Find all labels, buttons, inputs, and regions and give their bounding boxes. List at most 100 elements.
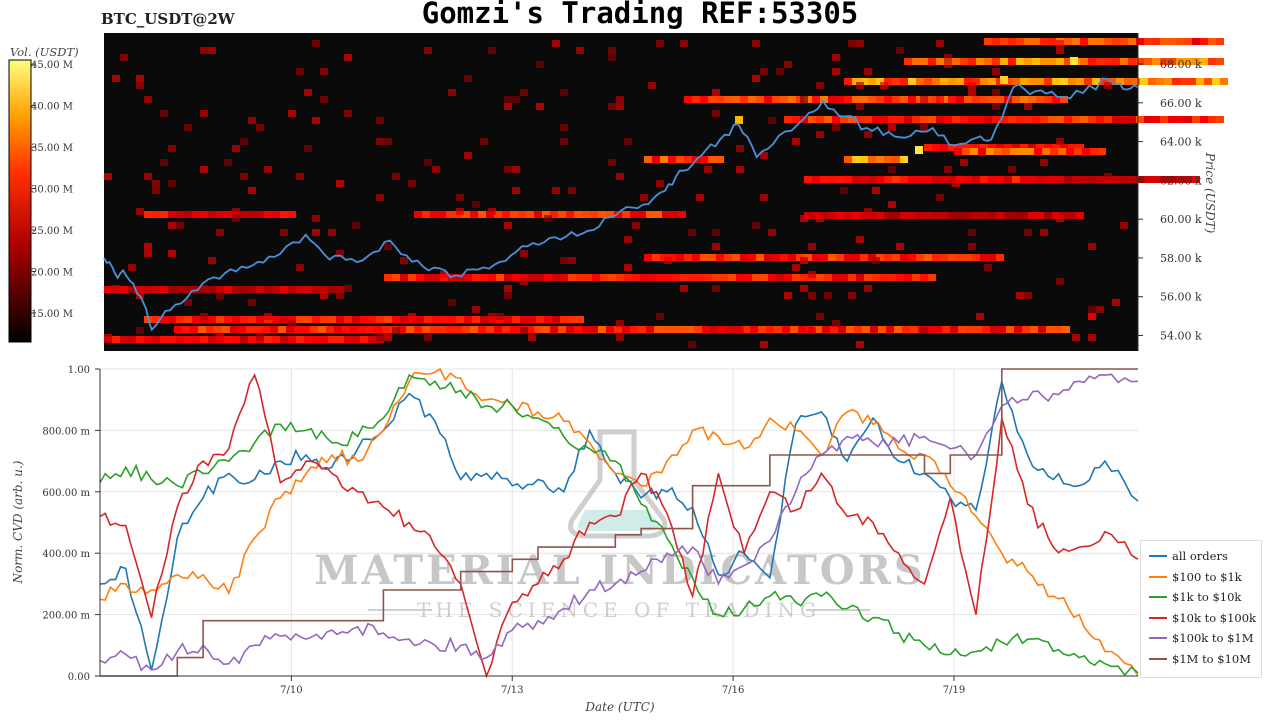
heatmap-cell [968, 89, 976, 96]
heatmap-cell [784, 61, 792, 68]
heatmap-cell [908, 176, 916, 183]
heatmap-cell [464, 316, 472, 323]
heatmap-cell [692, 96, 700, 103]
heatmap-cell [1184, 58, 1192, 65]
heatmap-cell [854, 326, 862, 333]
heatmap-cell [382, 326, 390, 333]
price-axis-label: Price (USDT) [1203, 152, 1217, 234]
heatmap-cell [384, 334, 392, 341]
heatmap-cell [184, 124, 192, 131]
cvd-y-tick-label: 0.00 [68, 672, 90, 683]
heatmap-cell [780, 96, 788, 103]
heatmap-cell [1010, 148, 1018, 155]
heatmap-cell [1006, 326, 1014, 333]
heatmap-cell [248, 286, 256, 293]
heatmap-cell [646, 326, 654, 333]
heatmap-cell [168, 316, 176, 323]
heatmap-cell [736, 327, 744, 334]
heatmap-cell [248, 316, 256, 323]
heatmap-cell [680, 274, 688, 281]
heatmap-cell [248, 187, 256, 194]
heatmap-cell [1088, 243, 1096, 250]
heatmap-cell [624, 264, 632, 271]
heatmap-cell [772, 254, 780, 261]
heatmap-cell [446, 326, 454, 333]
heatmap-cell [152, 211, 160, 218]
heatmap-cell [656, 274, 664, 281]
heatmap-cell [662, 326, 670, 333]
heatmap-cell [1056, 138, 1064, 145]
heatmap-cell [758, 326, 766, 333]
heatmap-cell [748, 254, 756, 261]
heatmap-cell [160, 159, 168, 166]
heatmap-cell [192, 336, 200, 343]
colorbar-tick-label: 30.00 M [31, 185, 73, 196]
heatmap-cell [504, 285, 512, 292]
heatmap-cell [932, 254, 940, 261]
heatmap-cell [916, 254, 924, 261]
heatmap-cell [616, 96, 624, 103]
heatmap-cell [504, 292, 512, 299]
heatmap-cell [1064, 176, 1072, 183]
heatmap-cell [616, 173, 624, 180]
heatmap-cell [716, 254, 724, 261]
heatmap-cell [248, 117, 256, 124]
heatmap-cell [888, 166, 896, 173]
heatmap-cell [424, 274, 432, 281]
heatmap-cell [304, 89, 312, 96]
heatmap-cell [400, 274, 408, 281]
heatmap-cell [704, 166, 712, 173]
heatmap-cell [868, 78, 876, 85]
heatmap-cell [836, 176, 844, 183]
heatmap-cell [1064, 38, 1072, 45]
heatmap-cell [892, 212, 900, 219]
heatmap-cell [264, 286, 272, 293]
heatmap-cell [736, 274, 744, 281]
heatmap-cell [1034, 148, 1042, 155]
heatmap-cell [712, 229, 720, 236]
heatmap-cell [238, 326, 246, 333]
heatmap-cell [320, 68, 328, 75]
heatmap-cell [312, 229, 320, 236]
heatmap-cell [792, 116, 800, 123]
colorbar [8, 59, 32, 343]
heatmap-cell [1072, 176, 1080, 183]
heatmap-cell [344, 54, 352, 61]
heatmap-cell [994, 148, 1002, 155]
heatmap-cell [1000, 58, 1008, 65]
heatmap-cell [820, 96, 828, 103]
heatmap-cell [144, 286, 152, 293]
heatmap-cell [392, 173, 400, 180]
heatmap-cell [1120, 117, 1128, 124]
heatmap-cell [568, 187, 576, 194]
heatmap-cell [1014, 326, 1022, 333]
heatmap-cell [632, 222, 640, 229]
heatmap-cell [900, 176, 908, 183]
heatmap-cell [1036, 144, 1044, 151]
heatmap-cell [784, 292, 792, 299]
heatmap-cell [964, 212, 972, 219]
heatmap-cell [464, 75, 472, 82]
heatmap-cell [940, 176, 948, 183]
heatmap-cell [1008, 58, 1016, 65]
heatmap-cell [1044, 144, 1052, 151]
heatmap-cell [1100, 78, 1108, 85]
heatmap-cell [224, 159, 232, 166]
heatmap-cell [670, 211, 678, 218]
heatmap-cell [272, 336, 280, 343]
flask-liquid-icon [577, 510, 660, 531]
heatmap-cell [494, 326, 502, 333]
heatmap-cell [448, 299, 456, 306]
legend-label: $100k to $1M [1172, 631, 1254, 645]
heatmap-cell [558, 211, 566, 218]
heatmap-cell [608, 54, 616, 61]
heatmap-cell [1012, 96, 1020, 103]
price-tick-label: 68.00 k [1160, 58, 1202, 71]
legend-label: $1k to $10k [1172, 590, 1242, 604]
heatmap-cell [1216, 58, 1224, 65]
heatmap-cell [992, 89, 1000, 96]
heatmap-cell [624, 274, 632, 281]
heatmap-cell [684, 156, 692, 163]
heatmap-cell [384, 316, 392, 323]
heatmap-cell [1080, 116, 1088, 123]
